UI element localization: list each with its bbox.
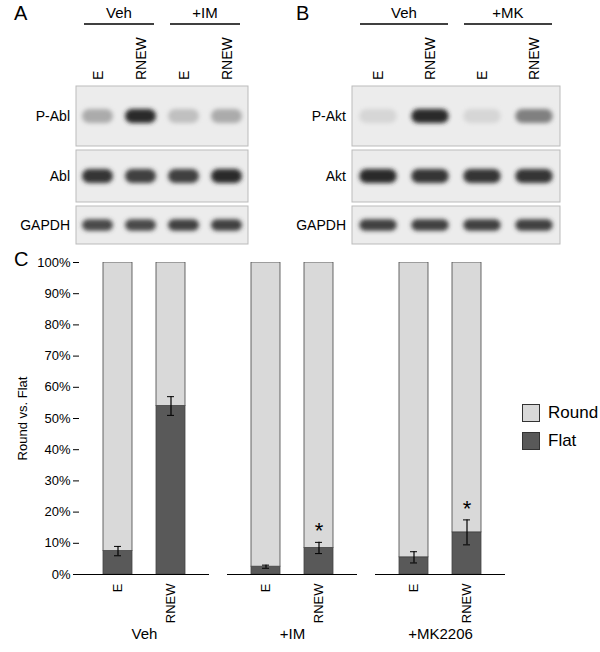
svg-text:RNEW: RNEW bbox=[133, 36, 149, 80]
svg-text:RNEW: RNEW bbox=[459, 583, 474, 623]
svg-text:RNEW: RNEW bbox=[422, 36, 438, 80]
svg-text:Veh: Veh bbox=[391, 4, 417, 21]
html-text:Flat: Flat bbox=[548, 431, 577, 450]
svg-text:+IM: +IM bbox=[192, 4, 217, 21]
html-text:Round: Round bbox=[548, 403, 599, 422]
svg-text:E: E bbox=[258, 583, 273, 592]
svg-text:E: E bbox=[176, 71, 192, 80]
svg-text:E: E bbox=[406, 583, 421, 592]
svg-text:E: E bbox=[370, 71, 386, 80]
svg-text:0%: 0% bbox=[52, 567, 71, 582]
svg-text:GAPDH: GAPDH bbox=[20, 217, 70, 233]
svg-text:+MK: +MK bbox=[492, 4, 523, 21]
svg-text:+IM: +IM bbox=[280, 625, 305, 642]
svg-text:30%: 30% bbox=[44, 473, 70, 488]
svg-text:*: * bbox=[463, 496, 472, 521]
svg-text:*: * bbox=[315, 518, 324, 543]
svg-text:40%: 40% bbox=[44, 442, 70, 457]
svg-text:RNEW: RNEW bbox=[526, 36, 542, 80]
svg-text:E: E bbox=[474, 71, 490, 80]
svg-text:RNEW: RNEW bbox=[163, 583, 178, 623]
svg-text:80%: 80% bbox=[44, 317, 70, 332]
svg-text:50%: 50% bbox=[44, 411, 70, 426]
svg-text:Veh: Veh bbox=[106, 4, 132, 21]
html-text:C: C bbox=[14, 248, 29, 270]
svg-text:E: E bbox=[110, 583, 125, 592]
svg-text:E: E bbox=[90, 71, 106, 80]
svg-text:90%: 90% bbox=[44, 286, 70, 301]
svg-text:Round vs. Flat: Round vs. Flat bbox=[15, 376, 30, 460]
svg-text:10%: 10% bbox=[44, 535, 70, 550]
svg-text:A: A bbox=[14, 2, 28, 24]
svg-text:B: B bbox=[296, 2, 309, 24]
svg-text:RNEW: RNEW bbox=[311, 583, 326, 623]
svg-text:P-Akt: P-Akt bbox=[312, 108, 346, 124]
svg-text:Veh: Veh bbox=[132, 625, 158, 642]
svg-text:100%: 100% bbox=[37, 255, 71, 270]
svg-text:60%: 60% bbox=[44, 379, 70, 394]
svg-text:RNEW: RNEW bbox=[219, 36, 235, 80]
svg-text:Akt: Akt bbox=[326, 168, 346, 184]
svg-text:70%: 70% bbox=[44, 348, 70, 363]
svg-text:GAPDH: GAPDH bbox=[296, 217, 346, 233]
svg-text:20%: 20% bbox=[44, 504, 70, 519]
svg-text:P-Abl: P-Abl bbox=[36, 108, 70, 124]
svg-text:Abl: Abl bbox=[50, 168, 70, 184]
svg-text:+MK2206: +MK2206 bbox=[408, 625, 473, 642]
